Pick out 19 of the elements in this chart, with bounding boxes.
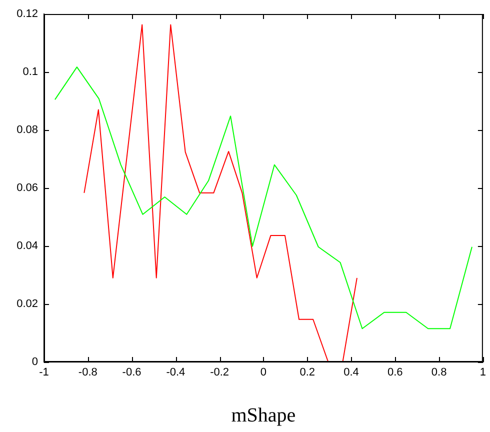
x-axis-title: mShape xyxy=(231,404,296,426)
x-tick-label: -0.4 xyxy=(166,366,186,379)
x-tick-label: -1 xyxy=(39,366,49,379)
x-tick-label: -0.8 xyxy=(78,366,98,379)
y-tick-label: 0.1 xyxy=(22,66,38,78)
x-tick-label: 0.2 xyxy=(300,366,316,379)
x-tick-label: 0.6 xyxy=(388,366,403,379)
x-tick-label: 0.8 xyxy=(431,366,447,379)
y-tick-label: 0.12 xyxy=(16,8,38,20)
x-tick-label: 0.4 xyxy=(344,366,359,379)
x-tick-label: -0.2 xyxy=(210,366,230,379)
x-tick-label: -0.6 xyxy=(122,366,142,379)
x-tick-label: 1 xyxy=(480,366,486,379)
y-tick-label: 0.06 xyxy=(16,182,38,194)
y-tick-label: 0 xyxy=(32,356,38,368)
y-tick-label: 0.08 xyxy=(16,124,38,136)
y-tick-label: 0.04 xyxy=(16,240,38,252)
y-tick-label: 0.02 xyxy=(16,298,38,310)
x-tick-label: 0 xyxy=(260,366,267,379)
